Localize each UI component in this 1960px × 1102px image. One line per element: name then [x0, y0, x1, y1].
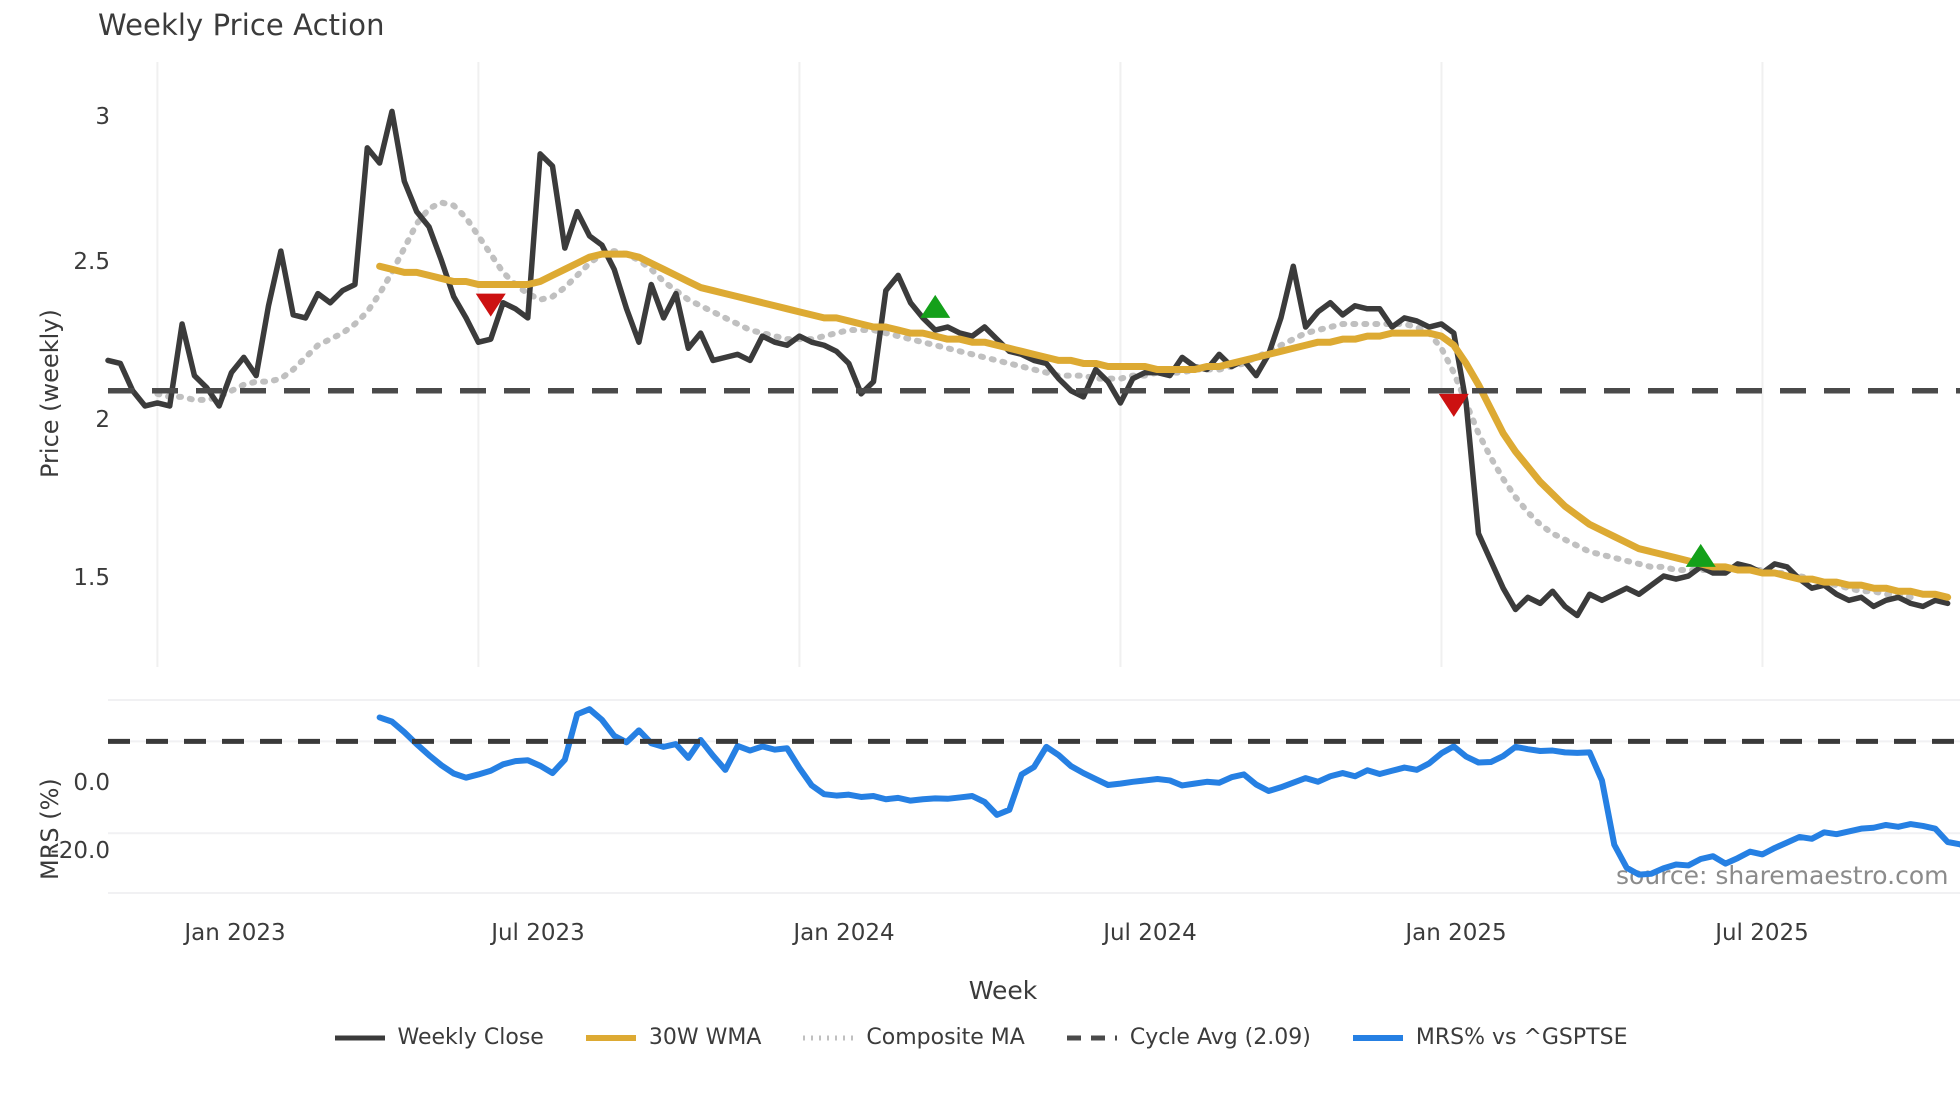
- series-composite-ma: [154, 199, 1914, 601]
- x-tick-5: Jul 2025: [1715, 920, 1809, 946]
- legend-swatch-weekly-close: [333, 1029, 387, 1047]
- chart-title: Weekly Price Action: [98, 8, 385, 42]
- y-tick-price-3: 1.5: [73, 565, 110, 591]
- legend-item-30w-wma[interactable]: 30W WMA: [584, 1025, 762, 1050]
- x-tick-3: Jul 2024: [1103, 920, 1197, 946]
- price-series-group: [105, 108, 1960, 619]
- series-weekly-close: [105, 108, 1951, 619]
- legend-item-cycle-avg[interactable]: Cycle Avg (2.09): [1065, 1025, 1311, 1050]
- buy-signal-marker-3[interactable]: [1685, 543, 1716, 567]
- sell-signal-marker-2[interactable]: [1438, 393, 1469, 417]
- series-30w-wma: [376, 250, 1952, 601]
- y-tick-mrs-0: 0.0: [73, 770, 110, 796]
- y-tick-mrs-1: -20.0: [50, 838, 110, 864]
- y-tick-price-2: 2: [95, 407, 110, 433]
- legend-swatch-composite-ma: [801, 1029, 855, 1047]
- x-axis-label: Week: [968, 976, 1038, 1005]
- x-tick-2: Jan 2024: [793, 920, 895, 946]
- legend-item-weekly-close[interactable]: Weekly Close: [333, 1025, 544, 1050]
- mrs-series-group: [108, 706, 1960, 878]
- legend-swatch-30w-wma: [584, 1029, 638, 1047]
- x-tick-1: Jul 2023: [491, 920, 585, 946]
- legend-label-cycle-avg: Cycle Avg (2.09): [1129, 1025, 1311, 1050]
- chart-legend: Weekly Close 30W WMA Composite MA Cycle …: [0, 1025, 1960, 1050]
- legend-label-composite-ma: Composite MA: [866, 1025, 1025, 1050]
- y-tick-price-1: 2.5: [73, 249, 110, 275]
- buy-signal-marker-1[interactable]: [920, 294, 951, 318]
- signal-markers-group: [475, 293, 1716, 567]
- sell-signal-marker-0[interactable]: [475, 293, 506, 317]
- legend-swatch-mrs: [1351, 1029, 1405, 1047]
- legend-item-composite-ma[interactable]: Composite MA: [801, 1025, 1025, 1050]
- legend-label-mrs: MRS% vs ^GSPTSE: [1415, 1025, 1628, 1050]
- x-tick-4: Jan 2025: [1405, 920, 1507, 946]
- legend-item-mrs[interactable]: MRS% vs ^GSPTSE: [1351, 1025, 1628, 1050]
- series-mrs: [376, 706, 1960, 878]
- x-tick-0: Jan 2023: [184, 920, 286, 946]
- legend-swatch-cycle-avg: [1065, 1029, 1119, 1047]
- legend-label-weekly-close: Weekly Close: [397, 1025, 544, 1050]
- y-tick-price-0: 3: [95, 104, 110, 130]
- legend-label-30w-wma: 30W WMA: [648, 1025, 762, 1050]
